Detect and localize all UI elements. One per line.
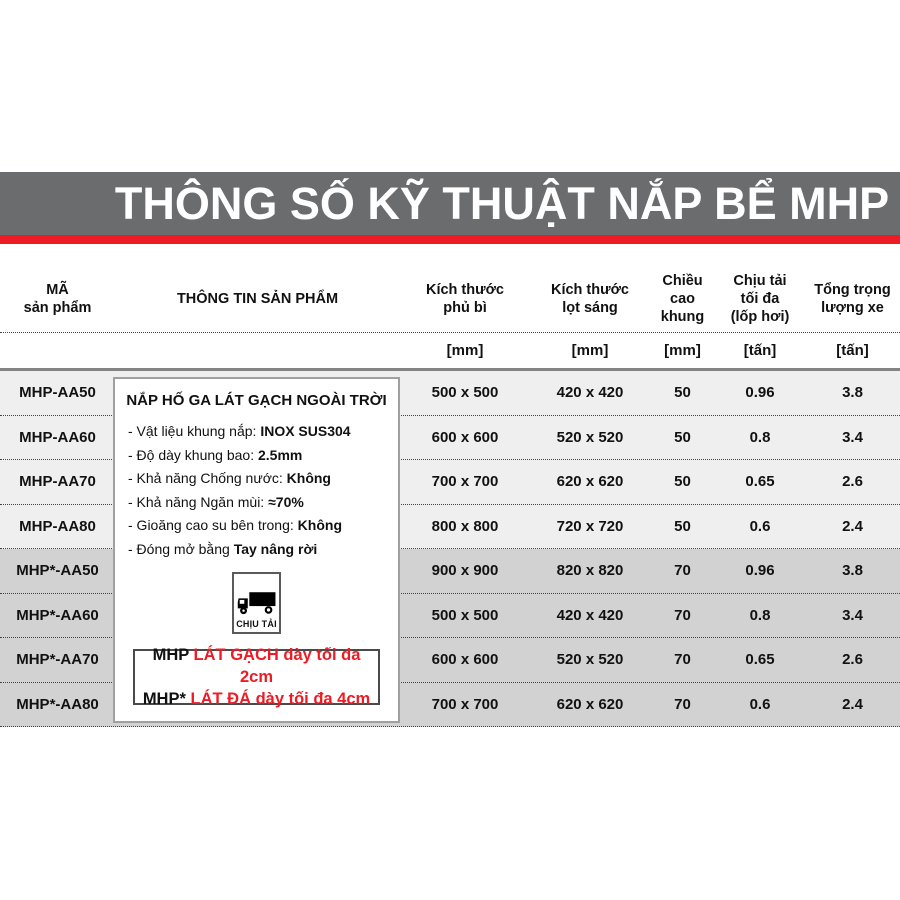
cell-product-code: MHP-AA70 [19, 473, 96, 491]
cell-frame-height: 70 [674, 562, 691, 580]
spec-value: 2.5mm [257, 446, 303, 463]
table-row: MHP*-AA70 600 x 600 520 x 520 70 0.65 2.… [0, 638, 900, 683]
spec-line: - Đóng mở bằng Tay nâng rời [128, 538, 392, 562]
red-stripe [0, 235, 900, 244]
table-header-row: MÃ sản phẩm THÔNG TIN SẢN PHẨM Kích thướ… [0, 265, 900, 333]
cell-frame-height: 70 [674, 606, 691, 624]
cell-clear-size: 620 x 620 [556, 695, 624, 713]
cell-product-code: MHP*-AA80 [16, 695, 99, 713]
spec-line: - Khả năng Chống nước: Không [128, 467, 392, 491]
note-line: MHP* LÁT ĐÁ dày tối đa 4cm [135, 688, 378, 710]
note-prefix: MHP* [142, 690, 186, 708]
cell-overall-size: 900 x 900 [431, 562, 499, 580]
spec-label: - Đóng mở bằng [128, 540, 234, 557]
unit-clear-size: [mm] [571, 342, 609, 359]
cell-product-code: MHP-AA60 [19, 428, 96, 446]
cell-vehicle-weight: 2.4 [842, 517, 863, 535]
header-product-info: THÔNG TIN SẢN PHẨM [176, 290, 339, 307]
cell-vehicle-weight: 3.8 [842, 384, 863, 402]
cell-overall-size: 700 x 700 [431, 695, 499, 713]
cell-clear-size: 620 x 620 [556, 473, 624, 491]
cell-clear-size: 420 x 420 [556, 384, 624, 402]
cell-max-load: 0.6 [749, 695, 771, 713]
unit-frame-height: [mm] [664, 342, 701, 359]
cell-overall-size: 800 x 800 [431, 517, 499, 535]
cell-overall-size: 700 x 700 [431, 473, 499, 491]
cell-max-load: 0.6 [749, 517, 771, 535]
thickness-notes-box: MHP LÁT GẠCH dày tối đa 2cm MHP* LÁT ĐÁ … [133, 646, 380, 708]
header-product-code: MÃ sản phẩm [23, 281, 92, 316]
load-capacity-badge: CHỊU TẢI [232, 572, 281, 634]
spec-label: - Vật liệu khung nắp: [128, 423, 261, 439]
truck-icon [237, 592, 275, 615]
cell-max-load: 0.65 [745, 473, 775, 491]
cell-clear-size: 720 x 720 [556, 517, 624, 535]
cell-frame-height: 50 [674, 428, 691, 446]
cell-frame-height: 50 [674, 473, 691, 491]
cell-max-load: 0.96 [745, 384, 775, 402]
header-max-load: Chịu tải tối đa (lốp hơi) [730, 272, 790, 325]
cell-product-code: MHP-AA80 [19, 517, 96, 535]
spec-value: ≈70% [268, 493, 304, 510]
product-info-panel: NẮP HỐ GA LÁT GẠCH NGOÀI TRỜI - Vật liệu… [113, 377, 400, 723]
cell-vehicle-weight: 3.8 [842, 562, 863, 580]
cell-frame-height: 50 [674, 384, 691, 402]
spec-value: Tay nâng rời [233, 540, 318, 557]
spec-line: - Gioăng cao su bên trong: Không [128, 514, 392, 538]
title-banner: THÔNG SỐ KỸ THUẬT NẮP BỂ MHP [0, 172, 900, 235]
header-overall-size: Kích thước phủ bì [425, 281, 504, 316]
cell-product-code: MHP*-AA60 [16, 606, 99, 624]
header-vehicle-weight: Tổng trọng lượng xe [814, 281, 891, 316]
note-prefix: MHP [152, 646, 189, 664]
cell-product-code: MHP-AA50 [19, 384, 96, 402]
cell-overall-size: 600 x 600 [431, 651, 499, 669]
spec-value: Không [297, 517, 342, 533]
note-text: LÁT GẠCH dày tối đa 2cm [188, 646, 361, 686]
cell-clear-size: 420 x 420 [556, 606, 624, 624]
info-panel-title: NẮP HỐ GA LÁT GẠCH NGOÀI TRỜI [126, 392, 387, 409]
page-title: THÔNG SỐ KỸ THUẬT NẮP BỂ MHP [114, 177, 890, 229]
cell-max-load: 0.8 [749, 606, 771, 624]
cell-vehicle-weight: 2.4 [842, 695, 863, 713]
spec-line: - Vật liệu khung nắp: INOX SUS304 [128, 420, 392, 444]
cell-max-load: 0.96 [745, 562, 775, 580]
cell-product-code: MHP*-AA50 [16, 562, 99, 580]
cell-product-code: MHP*-AA70 [16, 651, 99, 669]
cell-clear-size: 520 x 520 [556, 428, 624, 446]
spec-label: - Gioăng cao su bên trong: [128, 517, 298, 533]
unit-vehicle-weight: [tấn] [836, 342, 869, 359]
units-row: [mm] [mm] [mm] [tấn] [tấn] [0, 333, 900, 371]
spec-line: - Khả năng Ngăn mùi: ≈70% [128, 491, 392, 515]
spec-value: Không [286, 470, 331, 486]
load-capacity-label: CHỊU TẢI [236, 619, 277, 629]
cell-frame-height: 70 [674, 695, 691, 713]
note-text: LÁT ĐÁ dày tối đa 4cm [185, 690, 371, 708]
spec-label: - Khả năng Chống nước: [128, 470, 287, 486]
cell-vehicle-weight: 3.4 [842, 428, 863, 446]
cell-frame-height: 70 [674, 651, 691, 669]
cell-frame-height: 50 [674, 517, 691, 535]
cell-max-load: 0.65 [745, 651, 775, 669]
cell-vehicle-weight: 2.6 [842, 651, 863, 669]
header-frame-height: Chiều cao khung [660, 272, 705, 325]
note-line: MHP LÁT GẠCH dày tối đa 2cm [135, 644, 378, 688]
unit-overall-size: [mm] [446, 342, 484, 359]
cell-max-load: 0.8 [749, 428, 771, 446]
spec-list: - Vật liệu khung nắp: INOX SUS304 - Độ d… [128, 420, 392, 561]
cell-clear-size: 820 x 820 [556, 562, 624, 580]
spec-label: - Khả năng Ngăn mùi: [128, 493, 269, 510]
cell-clear-size: 520 x 520 [556, 651, 624, 669]
spec-line: - Độ dày khung bao: 2.5mm [128, 444, 392, 468]
spec-value: INOX SUS304 [260, 423, 351, 439]
cell-vehicle-weight: 3.4 [842, 606, 863, 624]
cell-overall-size: 500 x 500 [431, 384, 499, 402]
header-clear-size: Kích thước lọt sáng [550, 281, 629, 316]
spec-label: - Độ dày khung bao: [128, 446, 258, 463]
cell-vehicle-weight: 2.6 [842, 473, 863, 491]
unit-max-load: [tấn] [743, 342, 777, 359]
cell-overall-size: 500 x 500 [431, 606, 499, 624]
cell-overall-size: 600 x 600 [431, 428, 499, 446]
